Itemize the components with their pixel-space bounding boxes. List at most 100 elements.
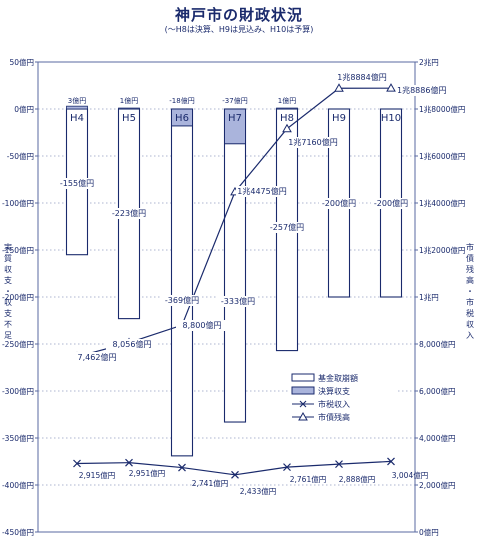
debt-point [386,83,396,92]
category-label: H8 [280,113,294,124]
left-tick-label: -400億円 [2,480,34,490]
tax-label: 2,761億円 [290,474,326,484]
tax-label: 3,004億円 [392,470,428,480]
debt-label-bg [106,339,158,350]
right-tick-label: 8,000億円 [419,339,455,349]
fund-label: -369億円 [165,295,199,305]
left-tick-label: -250億円 [2,339,34,349]
right-tick-label: 6,000億円 [419,386,455,396]
balance-label: 1億円 [278,96,296,105]
debt-label-bg [287,137,339,148]
legend-triangle-marker [298,411,308,421]
left-tick-label: -200億円 [2,292,34,302]
fund-label-bg [371,198,411,209]
category-label: H4 [70,113,84,124]
legend-label: 基金取崩額 [318,373,358,383]
tax-point [231,470,239,479]
debt-label-bg [336,72,388,83]
legend-label: 市債残高 [318,412,350,422]
fund-label-bg [267,222,307,233]
balance-bar [118,107,140,110]
left-tick-label: -350億円 [2,433,34,443]
debt-label: 1兆8884億円 [337,72,386,82]
left-tick-label: -300億円 [2,386,34,396]
legend-label: 決算収支 [318,386,350,396]
fund-label-bg [57,178,97,189]
right-tick-label: 1兆8000億円 [419,104,465,114]
fund-label: -155億円 [60,178,94,188]
right-tick-label: 1兆円 [419,292,439,302]
debt-label-bg [396,85,448,96]
balance-bar [224,108,246,145]
chart-title: 神戸市の財政状況 [174,6,303,24]
fund-label-bg [109,208,149,219]
debt-label: 1兆8886億円 [397,85,446,95]
debt-label: 8,800億円 [183,320,222,330]
tax-point [125,458,133,467]
tax-label: 2,433億円 [240,486,276,496]
tax-point [73,459,81,468]
left-tick-label: 50億円 [9,57,34,67]
left-tick-label: -50億円 [7,151,34,161]
tax-label: 2,741億円 [192,478,228,488]
balance-bar [276,107,298,110]
debt-label-bg [176,320,228,331]
category-label: H9 [332,113,346,124]
tax-label: 2,951億円 [129,468,165,478]
debt-label: 1兆7160億円 [288,137,337,147]
legend-swatch [291,386,315,395]
fund-label: -257億円 [270,222,304,232]
category-label: H10 [381,113,401,124]
legend-swatch [291,373,315,382]
debt-point [282,123,292,133]
debt-label: 1兆4475億円 [237,186,286,196]
debt-point [334,83,344,92]
debt-label: 8,056億円 [113,339,152,349]
debt-label-bg [71,352,123,363]
fund-label: -200億円 [374,198,408,208]
balance-label: -37億円 [222,96,247,105]
fund-label-bg [162,295,202,306]
tax-point [178,463,186,472]
right-tick-label: 4,000億円 [419,433,455,443]
debt-label: 7,462億円 [78,352,117,362]
category-label: H7 [228,113,242,124]
left-tick-label: 0億円 [14,104,34,114]
legend-label: 市税収入 [318,399,350,409]
balance-bar [66,105,88,110]
left-axis-label: 実質収支・収支不足 [4,242,12,340]
right-tick-label: 1兆6000億円 [419,151,465,161]
fund-label: -200億円 [322,198,356,208]
tax-line [76,460,392,476]
fund-label: -223億円 [112,208,146,218]
left-tick-label: -150億円 [2,245,34,255]
right-axis-label: 市債残高・市税収入 [466,242,474,340]
fund-label-bg [218,296,258,307]
tax-label: 2,888億円 [339,474,375,484]
debt-label-bg [236,186,288,197]
fund-bar [170,108,194,457]
fund-label-bg [319,198,359,209]
right-tick-label: 2,000億円 [419,480,455,490]
tax-point [387,457,395,466]
labels-layer: 50億円 0億円 -50億円 -100億円 -150億円 -200億円 -250億円 -300… [2,57,474,537]
left-tick-label: -450億円 [2,527,34,537]
fund-bar [223,108,247,423]
right-tick-label: 2兆円 [419,57,439,67]
right-tick-label: 1兆4000億円 [419,198,465,208]
legend-x-marker [299,400,307,408]
left-tick-label: -100億円 [2,198,34,208]
right-tick-label: 1兆2000億円 [419,245,465,255]
tax-point [283,463,291,472]
balance-bar [171,108,193,127]
chart-subtitle: (〜H8は決算、H9は見込み、H10は予算) [164,25,314,34]
category-label: H6 [175,113,189,124]
category-label: H5 [122,113,136,124]
balance-label: 1億円 [120,96,138,105]
tax-label: 2,915億円 [79,470,115,480]
fund-label: -333億円 [221,296,255,306]
tax-point [335,460,343,469]
balance-label: 3億円 [68,96,86,105]
